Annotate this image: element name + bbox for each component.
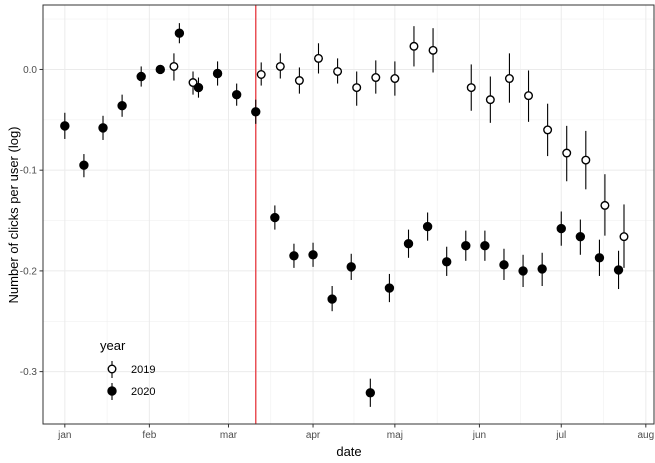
point-2019 [600,200,610,210]
point-2020 [251,107,261,117]
point-2020 [518,266,528,276]
grid-layer [43,5,654,424]
point-2019 [371,73,381,83]
point-2020 [231,89,242,100]
point-2020 [480,241,490,251]
point-2019 [543,125,553,135]
point-2019 [313,53,323,63]
point-2020 [155,64,165,75]
x-tick-label: jul [555,430,566,441]
panel-border [42,4,655,425]
legend-key-2020-marker [107,386,117,396]
point-2020 [289,251,299,261]
point-2019 [428,45,438,55]
point-2020 [594,253,605,263]
point-2020 [441,257,452,267]
point-2020 [556,223,566,234]
point-2020 [384,283,395,293]
point-2019 [581,155,591,165]
point-2020 [270,212,280,223]
point-2019 [256,69,266,79]
point-2020 [98,123,108,133]
point-2020 [575,231,586,242]
point-2020 [422,221,433,232]
point-2020 [117,101,127,111]
point-2020 [60,121,70,131]
series-layer [60,23,629,407]
point-2019 [169,61,179,71]
point-2019 [333,66,343,76]
legend-label-2020: 2020 [131,386,155,398]
point-2019 [390,74,400,84]
y-tick-label: -0.3 [20,367,38,378]
point-2020 [212,68,223,79]
point-2019 [524,91,534,101]
x-tick-label: jun [472,430,486,441]
point-2020 [79,160,89,170]
y-tick-label: 0.0 [23,65,37,76]
point-2020 [174,28,185,38]
point-2019 [619,232,629,242]
x-tick-label: aug [637,430,654,441]
x-tick-label: apr [306,430,321,441]
x-tick-label: jan [57,430,71,441]
point-2020 [193,82,204,93]
point-2020 [461,241,471,251]
point-2019 [294,76,304,86]
series-2019 [169,26,629,268]
axis-layer: jan feb mar apr maj jun jul aug 0.0 -0.1 -0.2 -0.3 [20,65,654,441]
legend-label-2019: 2019 [131,364,155,376]
point-2020 [403,239,414,249]
point-2020 [308,250,318,260]
point-2019 [409,41,419,51]
legend: year 2019 2020 [100,338,155,400]
legend-title: year [100,338,126,353]
point-2020 [346,262,356,272]
point-2019 [466,83,476,93]
point-2019 [352,83,362,93]
x-tick-label: maj [387,430,403,441]
point-2019 [504,74,514,84]
y-tick-label: -0.1 [20,166,38,177]
series-2020 [60,23,624,407]
x-tick-label: feb [142,430,156,441]
point-2019 [562,148,572,158]
point-2020 [365,388,376,398]
point-2019 [485,95,495,105]
point-2020 [327,294,337,304]
legend-key-2019-marker [107,364,117,374]
y-tick-label: -0.2 [20,266,38,277]
point-2020 [136,71,146,82]
point-2020 [537,264,547,274]
point-2020 [499,260,509,270]
point-2020 [613,265,624,275]
y-axis-title: Number of clicks per user (log) [6,127,21,304]
legend-item-2020: 2020 [107,383,155,400]
legend-item-2019: 2019 [107,361,155,378]
x-tick-label: mar [220,430,238,441]
point-2019 [188,78,198,88]
x-axis-title: date [336,444,361,458]
point-2019 [275,61,285,71]
